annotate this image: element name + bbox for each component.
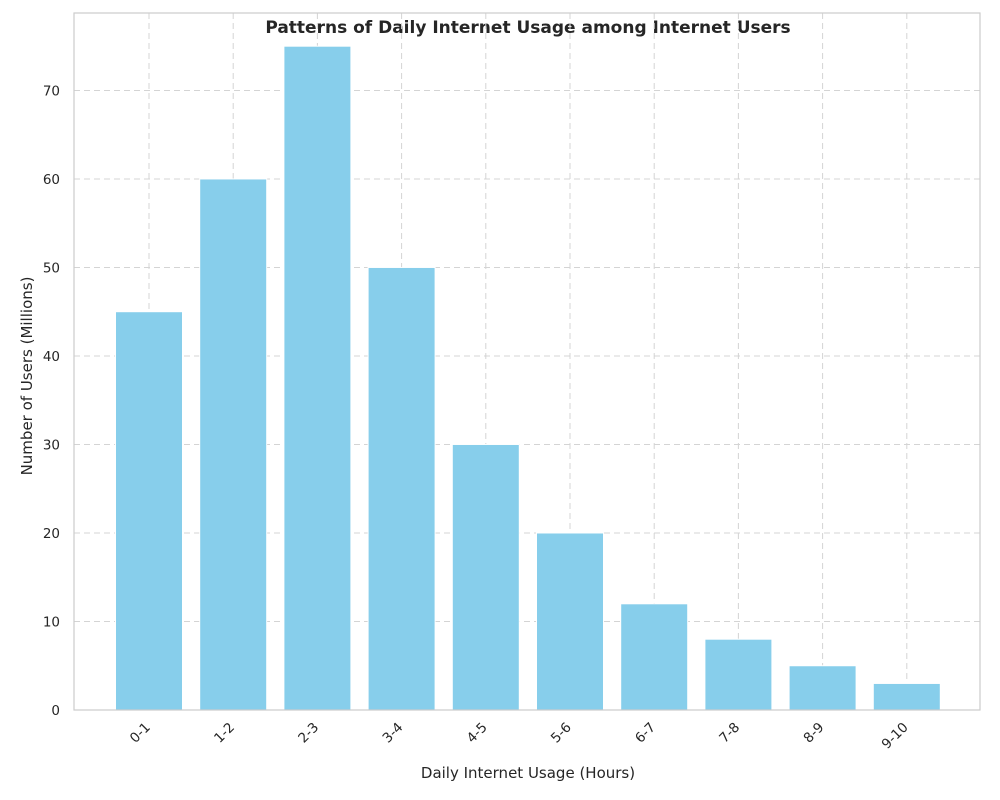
y-tick-label: 70 [43,83,60,99]
bar-0-1 [115,311,183,711]
x-tick-label: 8-9 [801,720,828,747]
x-tick-labels: 0-1 1-2 2-3 3-4 4-5 5-6 6-7 7-8 8-9 9-10 [127,720,912,753]
y-tick-label: 60 [43,172,60,188]
y-axis-label: Number of Users (Millions) [18,277,36,476]
y-tick-labels: 0 10 20 30 40 50 60 70 [43,83,60,719]
bar-2-3 [283,45,352,711]
y-tick-label: 40 [43,349,60,365]
x-tick-label: 0-1 [127,720,154,747]
bar-9-10 [872,682,941,711]
x-tick-label: 1-2 [211,720,238,747]
x-tick-label: 9-10 [879,720,912,753]
x-tick-label: 2-3 [295,720,322,747]
plot-frame [73,12,981,711]
x-axis-label: Daily Internet Usage (Hours) [421,764,635,782]
y-tick-label: 30 [43,437,60,453]
chart-title: Patterns of Daily Internet Usage among I… [265,18,790,38]
y-tick-label: 10 [43,614,60,630]
bar-4-5 [451,443,520,711]
y-tick-label: 50 [43,260,60,276]
bar-3-4 [367,266,436,711]
bar-6-7 [620,603,689,711]
bar-8-9 [788,665,857,711]
bar-5-6 [536,532,604,711]
bars [115,45,941,711]
bar-1-2 [199,178,268,711]
x-tick-label: 5-6 [548,720,575,747]
bar-7-8 [704,638,773,711]
x-tick-label: 6-7 [632,720,659,747]
x-tick-label: 7-8 [716,720,743,747]
x-tick-label: 3-4 [380,720,407,747]
y-tick-label: 20 [43,526,60,542]
y-tick-label: 0 [51,703,60,719]
x-tick-label: 4-5 [464,720,491,747]
